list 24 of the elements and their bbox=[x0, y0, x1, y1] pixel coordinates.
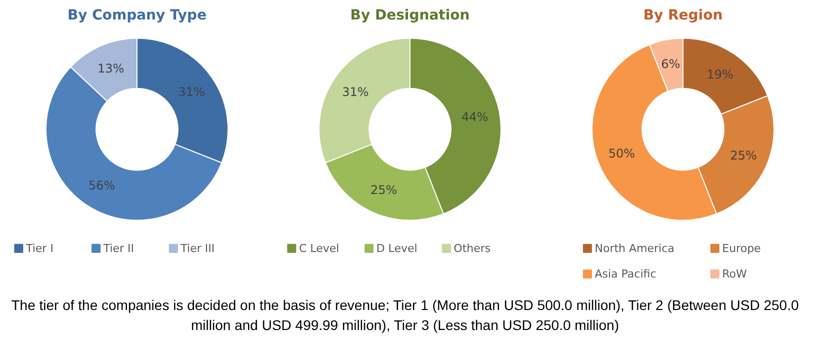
chart-title: By Company Type bbox=[67, 8, 207, 24]
data-label: 25% bbox=[730, 148, 757, 163]
data-label: 44% bbox=[461, 110, 488, 124]
data-label: 31% bbox=[178, 84, 205, 99]
data-label: 50% bbox=[608, 146, 635, 161]
legend-label: Others bbox=[454, 242, 491, 255]
legend-label: Europe bbox=[722, 242, 762, 255]
legend-label: C Level bbox=[298, 242, 340, 255]
legend-label: North America bbox=[594, 242, 674, 255]
data-label: 25% bbox=[370, 183, 398, 198]
data-label: 56% bbox=[88, 178, 115, 192]
legend-label: D Level bbox=[376, 242, 418, 255]
data-label: 19% bbox=[706, 67, 734, 82]
legend-label: Tier I bbox=[24, 242, 54, 255]
legend-label: Asia Pacific bbox=[594, 268, 656, 281]
legend-label: RoW bbox=[722, 268, 748, 281]
legend-label: Tier II bbox=[102, 242, 134, 255]
chart-title: By Designation bbox=[350, 8, 470, 24]
text: The tier of the companies is decided on the basis of revenue; Tier 1 (More than USD 500.0 million), Tier 2 (Between USD 250.0 million and USD 499.99 million), Tier 3 (Less than USD 250.0 million) bbox=[10, 296, 800, 335]
data-label: 31% bbox=[342, 84, 369, 99]
chart-title: By Region bbox=[643, 8, 723, 24]
data-label: 6% bbox=[661, 57, 680, 72]
legend-label: Tier III bbox=[180, 242, 215, 255]
data-label: 13% bbox=[97, 61, 124, 76]
